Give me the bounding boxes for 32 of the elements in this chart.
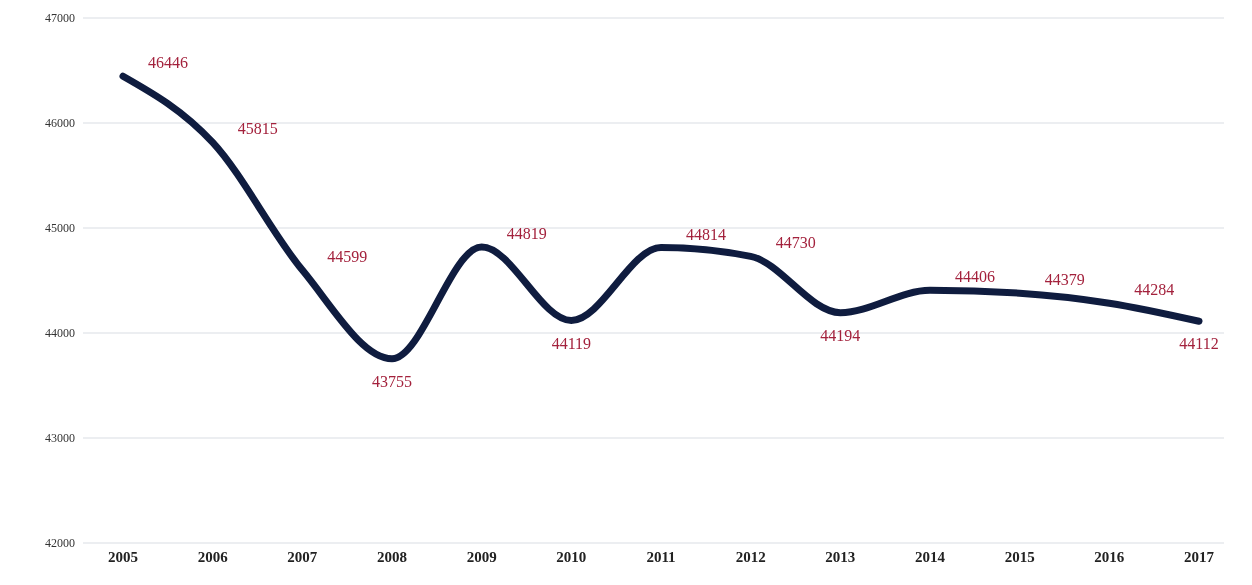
y-tick-label: 44000	[45, 326, 75, 341]
data-label: 46446	[148, 54, 188, 72]
data-label: 44819	[506, 225, 547, 243]
y-tick-label: 46000	[45, 116, 75, 131]
x-tick-label: 2011	[646, 548, 676, 565]
data-label: 44730	[775, 234, 816, 252]
x-tick-label: 2007	[287, 548, 318, 565]
data-label: 44112	[1179, 335, 1219, 353]
x-tick-label: 2006	[197, 548, 229, 565]
data-label: 43755	[372, 372, 412, 390]
x-tick-label: 2005	[108, 548, 138, 565]
y-tick-label: 43000	[45, 431, 75, 446]
x-tick-label: 2014	[915, 548, 946, 565]
data-label: 45815	[237, 120, 278, 138]
x-tick-label: 2009	[466, 548, 497, 565]
y-tick-label: 45000	[45, 221, 75, 236]
data-label: 44599	[327, 248, 368, 266]
data-label: 44284	[1134, 281, 1175, 299]
x-tick-label: 2012	[735, 548, 766, 565]
x-tick-label: 2013	[825, 548, 856, 565]
data-label: 44119	[551, 334, 592, 352]
x-tick-label: 2016	[1094, 548, 1125, 565]
x-tick-label: 2015	[1004, 548, 1035, 565]
data-label: 44406	[955, 268, 995, 286]
y-tick-label: 42000	[45, 536, 75, 551]
y-tick-label: 47000	[45, 11, 75, 26]
x-tick-label: 2008	[377, 548, 407, 565]
x-tick-label: 2010	[556, 548, 587, 565]
data-label: 44814	[686, 225, 726, 243]
data-label: 44194	[820, 326, 861, 344]
data-label: 44379	[1044, 271, 1085, 289]
x-tick-label: 2017	[1184, 548, 1215, 565]
